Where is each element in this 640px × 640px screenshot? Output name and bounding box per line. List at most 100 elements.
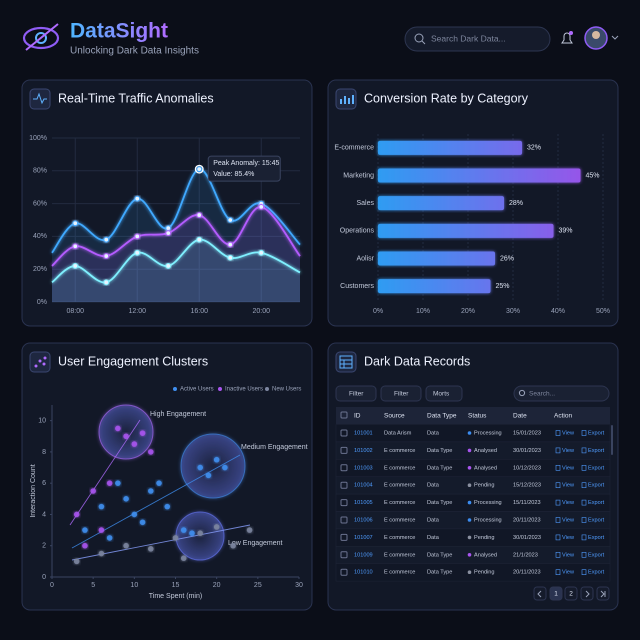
search-box[interactable] <box>404 26 551 52</box>
action-link[interactable]: Export <box>588 465 605 471</box>
legend-marker <box>173 387 177 391</box>
notification-dot <box>569 31 573 35</box>
table-cell[interactable]: 101009 <box>354 552 373 558</box>
action-link[interactable]: View <box>562 535 575 541</box>
point <box>82 542 88 549</box>
table-cell: Data Type <box>427 465 452 471</box>
page-button[interactable] <box>564 586 578 601</box>
action-link[interactable]: Export <box>588 483 605 489</box>
column-header: Data Type <box>427 413 457 420</box>
table-cell[interactable]: 101001 <box>354 430 373 436</box>
table-cell: Data <box>427 483 440 489</box>
action-link[interactable]: Export <box>588 500 605 506</box>
x-tick-label: 08:00 <box>66 308 84 315</box>
x-tick-label: 0 <box>50 582 54 589</box>
filter-button[interactable] <box>335 385 377 402</box>
x-tick-label: 5 <box>91 582 95 589</box>
action-link[interactable]: View <box>562 483 575 489</box>
table-cell: 15/11/2023 <box>513 500 541 506</box>
table-cell[interactable]: 101010 <box>354 570 373 576</box>
checkbox[interactable] <box>340 481 348 489</box>
action-icon <box>581 430 587 436</box>
point <box>72 263 79 269</box>
y-axis-label: Interaction Count <box>30 464 37 517</box>
page-number[interactable]: 1 <box>554 591 558 598</box>
action-link[interactable]: Export <box>588 430 605 436</box>
category-label: Sales <box>356 200 374 207</box>
page-number[interactable]: 2 <box>569 591 573 598</box>
x-axis-label: Time Spent (min) <box>149 593 202 600</box>
checkbox[interactable] <box>340 551 348 559</box>
action-icon <box>555 464 561 471</box>
legend-marker <box>218 387 222 391</box>
filter-button[interactable] <box>380 385 422 402</box>
checkbox[interactable] <box>340 499 348 507</box>
point <box>196 212 203 218</box>
table-cell[interactable]: 101003 <box>354 465 373 471</box>
point <box>165 263 172 269</box>
x-tick-label: 20% <box>461 308 475 315</box>
checkbox[interactable] <box>340 464 348 472</box>
point <box>98 550 105 557</box>
point <box>115 425 121 432</box>
table-cell[interactable]: 101006 <box>354 517 373 523</box>
page-button[interactable] <box>533 586 547 601</box>
category-label: Aolisr <box>356 255 374 262</box>
point <box>196 236 203 243</box>
table-cell[interactable]: 101005 <box>354 500 373 506</box>
action-link[interactable]: View <box>562 517 575 523</box>
checkbox[interactable] <box>340 533 348 541</box>
table-search[interactable] <box>513 385 610 402</box>
page-arrow <box>600 590 606 598</box>
annotation-box <box>207 155 281 182</box>
area <box>52 169 300 302</box>
table-cell[interactable]: 101007 <box>354 535 373 541</box>
action-link[interactable]: View <box>562 570 575 576</box>
action-link[interactable]: Export <box>588 448 605 454</box>
checkbox[interactable] <box>340 429 348 437</box>
action-link[interactable]: Export <box>588 552 605 558</box>
point <box>134 249 141 256</box>
y-tick-label: 4 <box>42 511 46 518</box>
page-button[interactable] <box>580 586 594 601</box>
x-tick-label: 20:00 <box>252 308 270 315</box>
status-dot <box>467 518 472 522</box>
table-cell: 15/12/2023 <box>513 483 541 489</box>
avatar-menu[interactable] <box>611 35 619 40</box>
notification-bell[interactable] <box>561 32 573 44</box>
table-cell: E commerce <box>384 535 415 541</box>
table-cell: E commerce <box>384 465 415 471</box>
table-cell[interactable]: 101002 <box>354 448 373 454</box>
cluster-outline <box>98 404 154 460</box>
x-tick-label: 20 <box>213 582 221 589</box>
action-icon <box>581 464 587 471</box>
checkbox[interactable] <box>340 568 348 576</box>
action-link[interactable]: View <box>562 552 575 558</box>
panel-title: Dark Data Records <box>364 354 470 368</box>
checkbox[interactable] <box>340 516 348 524</box>
filter-button[interactable] <box>425 385 463 402</box>
annotation-text: Value: 85.4% <box>213 171 254 178</box>
page-button[interactable] <box>549 586 563 601</box>
point <box>103 236 110 243</box>
table-cell[interactable]: 101004 <box>354 483 373 489</box>
panel-icon <box>33 92 47 105</box>
action-link[interactable]: View <box>562 465 575 471</box>
checkbox[interactable] <box>340 446 348 454</box>
action-link[interactable]: Export <box>588 535 605 541</box>
point <box>172 535 179 541</box>
cluster-outline <box>180 433 246 499</box>
action-link[interactable]: Export <box>588 517 605 523</box>
table-cell: E commerce <box>384 570 415 576</box>
legend-label: Inactive Users <box>225 387 263 393</box>
panel-icon <box>340 95 354 104</box>
point <box>123 542 129 549</box>
checkbox[interactable] <box>340 411 348 419</box>
point <box>148 449 154 455</box>
action-link[interactable]: View <box>562 500 575 506</box>
action-link[interactable]: View <box>562 448 575 454</box>
action-link[interactable]: Export <box>588 570 605 576</box>
action-link[interactable]: View <box>562 430 575 436</box>
action-icon <box>555 534 561 541</box>
bar <box>378 140 522 155</box>
